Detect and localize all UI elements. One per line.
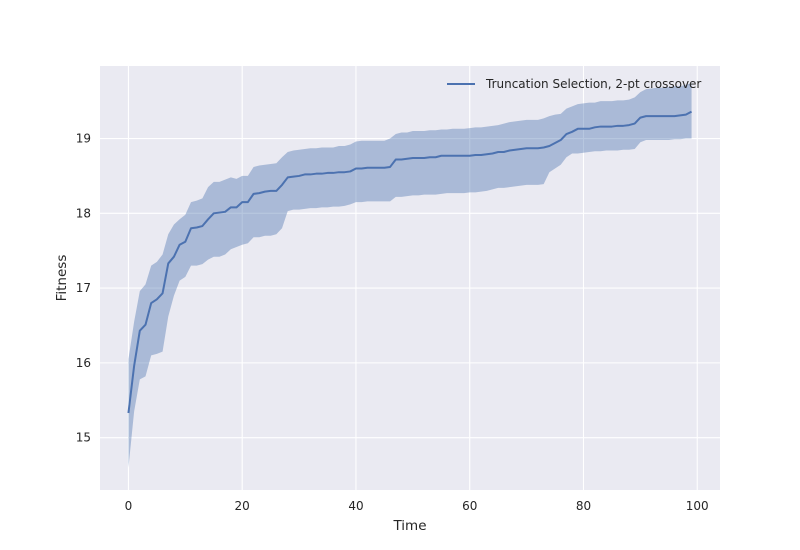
x-axis-label: Time — [392, 518, 426, 534]
x-tick-label: 100 — [686, 499, 709, 513]
x-tick-label: 80 — [576, 499, 591, 513]
x-tick-label: 60 — [462, 499, 477, 513]
series-line — [127, 110, 693, 414]
mean-line-layer — [127, 110, 693, 414]
x-tick-label: 0 — [125, 499, 133, 513]
y-tick-label: 15 — [76, 431, 91, 445]
legend: Truncation Selection, 2-pt crossover — [447, 77, 701, 91]
x-tick-label: 20 — [235, 499, 250, 513]
x-axis-ticks: 0 20 40 60 80 100 — [125, 499, 709, 513]
y-tick-label: 19 — [76, 132, 91, 146]
x-tick-label: 40 — [348, 499, 363, 513]
y-tick-label: 18 — [76, 206, 91, 220]
y-axis-label: Fitness — [54, 255, 70, 302]
y-tick-label: 17 — [76, 281, 91, 295]
plot-area — [100, 66, 720, 490]
grid-lines — [100, 66, 720, 490]
confidence-band — [128, 83, 692, 468]
y-axis-ticks: 15 16 17 18 19 — [76, 132, 91, 445]
confidence-band-layer — [128, 83, 692, 468]
y-tick-label: 16 — [76, 356, 91, 370]
legend-label: Truncation Selection, 2-pt crossover — [485, 77, 701, 91]
